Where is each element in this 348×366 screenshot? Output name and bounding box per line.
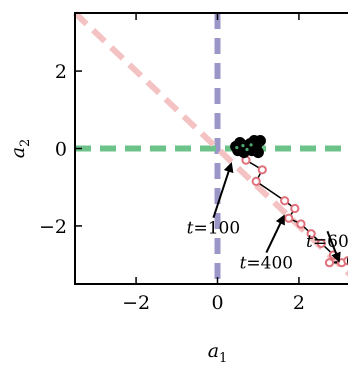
x-axis-label: a1 xyxy=(208,340,228,366)
y-tick-label: 2 xyxy=(55,61,67,83)
x-tick-label: 2 xyxy=(293,292,305,314)
annotation-arrowhead xyxy=(223,162,234,174)
y-axis-label-sub: 2 xyxy=(18,139,33,147)
cluster-point xyxy=(252,146,264,159)
x-tick-label: −2 xyxy=(122,292,150,314)
cluster-point-highlight xyxy=(249,143,253,147)
annotations: t=100 t=400 t=60 xyxy=(187,162,348,274)
cluster-point-highlight xyxy=(235,145,239,150)
x-tick-label: 0 xyxy=(211,292,223,314)
reference-line-diagonal xyxy=(72,10,348,277)
annotation-arrowhead xyxy=(275,214,285,226)
annotation-arrow xyxy=(212,165,232,218)
cluster-point-highlight xyxy=(245,147,249,152)
trajectory-point xyxy=(257,165,267,175)
x-axis-label-sub: 1 xyxy=(219,351,227,366)
trajectory-point xyxy=(306,229,316,239)
annotation-arrowhead xyxy=(331,251,341,263)
y-axis-label: a2 xyxy=(7,139,33,159)
annotation-label: t=60 xyxy=(306,232,348,252)
trajectory-point xyxy=(284,213,294,223)
annotation-label: t=400 xyxy=(240,254,294,274)
cluster xyxy=(230,135,266,159)
trajectory-point xyxy=(316,238,326,248)
reference-lines xyxy=(72,10,348,284)
trajectory-point xyxy=(296,219,306,229)
trajectory-point xyxy=(290,203,300,214)
trajectory-point xyxy=(280,196,290,206)
ticks: −2 0 2 −2 0 2 xyxy=(39,13,305,314)
y-tick-label: −2 xyxy=(39,216,67,238)
trajectory-point xyxy=(324,258,335,268)
y-tick-label: 0 xyxy=(55,139,67,161)
annotation-arrow xyxy=(265,217,284,253)
y-axis-label-main: a xyxy=(7,147,29,158)
trajectory-point xyxy=(251,176,261,187)
cluster-point-highlight xyxy=(241,144,245,148)
x-axis-label-main: a xyxy=(208,340,219,362)
annotation-label: t=100 xyxy=(187,219,241,239)
